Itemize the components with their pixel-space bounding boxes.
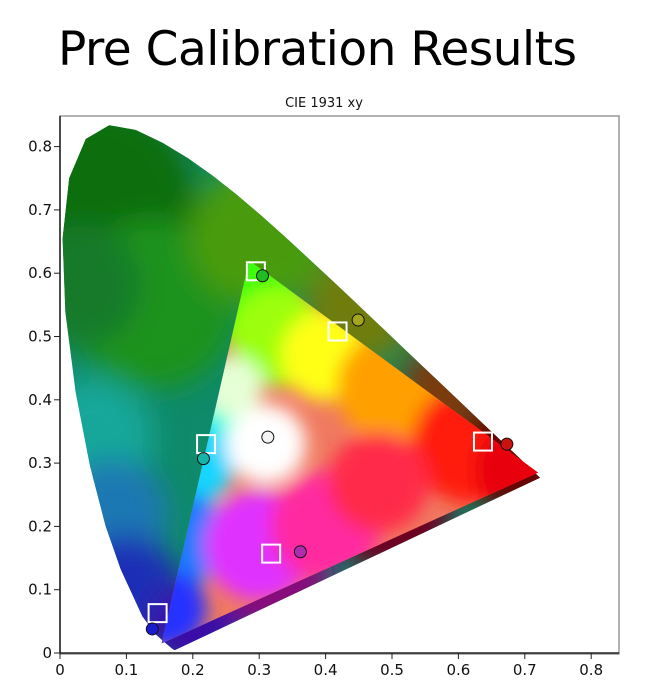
- x-tick-label: 0.6: [446, 661, 470, 679]
- page-title: Pre Calibration Results: [58, 22, 577, 77]
- x-tick-label: 0.5: [380, 661, 404, 679]
- y-tick-label: 0.6: [28, 264, 52, 282]
- y-tick-label: 0.4: [28, 391, 52, 409]
- x-tick-label: 0.2: [181, 661, 205, 679]
- measured-circle-marker: [261, 430, 275, 444]
- data-markers: [145, 261, 514, 636]
- measured-circle-marker: [351, 313, 365, 327]
- x-tick-label: 0.1: [114, 661, 138, 679]
- y-tick-label: 0.7: [28, 201, 52, 219]
- x-tick-label: 0: [55, 661, 65, 679]
- measured-circle-marker: [196, 452, 210, 466]
- chart-title: CIE 1931 xy: [285, 96, 363, 111]
- y-tick-label: 0.1: [28, 581, 52, 599]
- x-tick-label: 0.3: [247, 661, 271, 679]
- target-square-marker: [327, 321, 348, 342]
- target-square-marker: [472, 431, 493, 452]
- measured-circle-marker: [500, 437, 514, 451]
- x-tick-label: 0.8: [579, 661, 603, 679]
- x-tick-label: 0.4: [314, 661, 338, 679]
- y-tick-label: 0.5: [28, 328, 52, 346]
- y-tick-label: 0.8: [28, 138, 52, 156]
- y-tick-label: 0.3: [28, 454, 52, 472]
- measured-circle-marker: [145, 622, 159, 636]
- measured-circle-marker: [293, 545, 307, 559]
- target-square-marker: [147, 603, 168, 624]
- target-square-marker: [261, 543, 282, 564]
- measured-circle-marker: [256, 269, 270, 283]
- y-tick-label: 0.2: [28, 517, 52, 535]
- y-tick-label: 0: [42, 644, 52, 662]
- axes: 0 0.1 0.2 0.3 0.4 0.5 0.6 0.7 0.8 0 0.1 0.2 0.3 0.4 0.…: [28, 116, 619, 679]
- x-tick-label: 0.7: [513, 661, 537, 679]
